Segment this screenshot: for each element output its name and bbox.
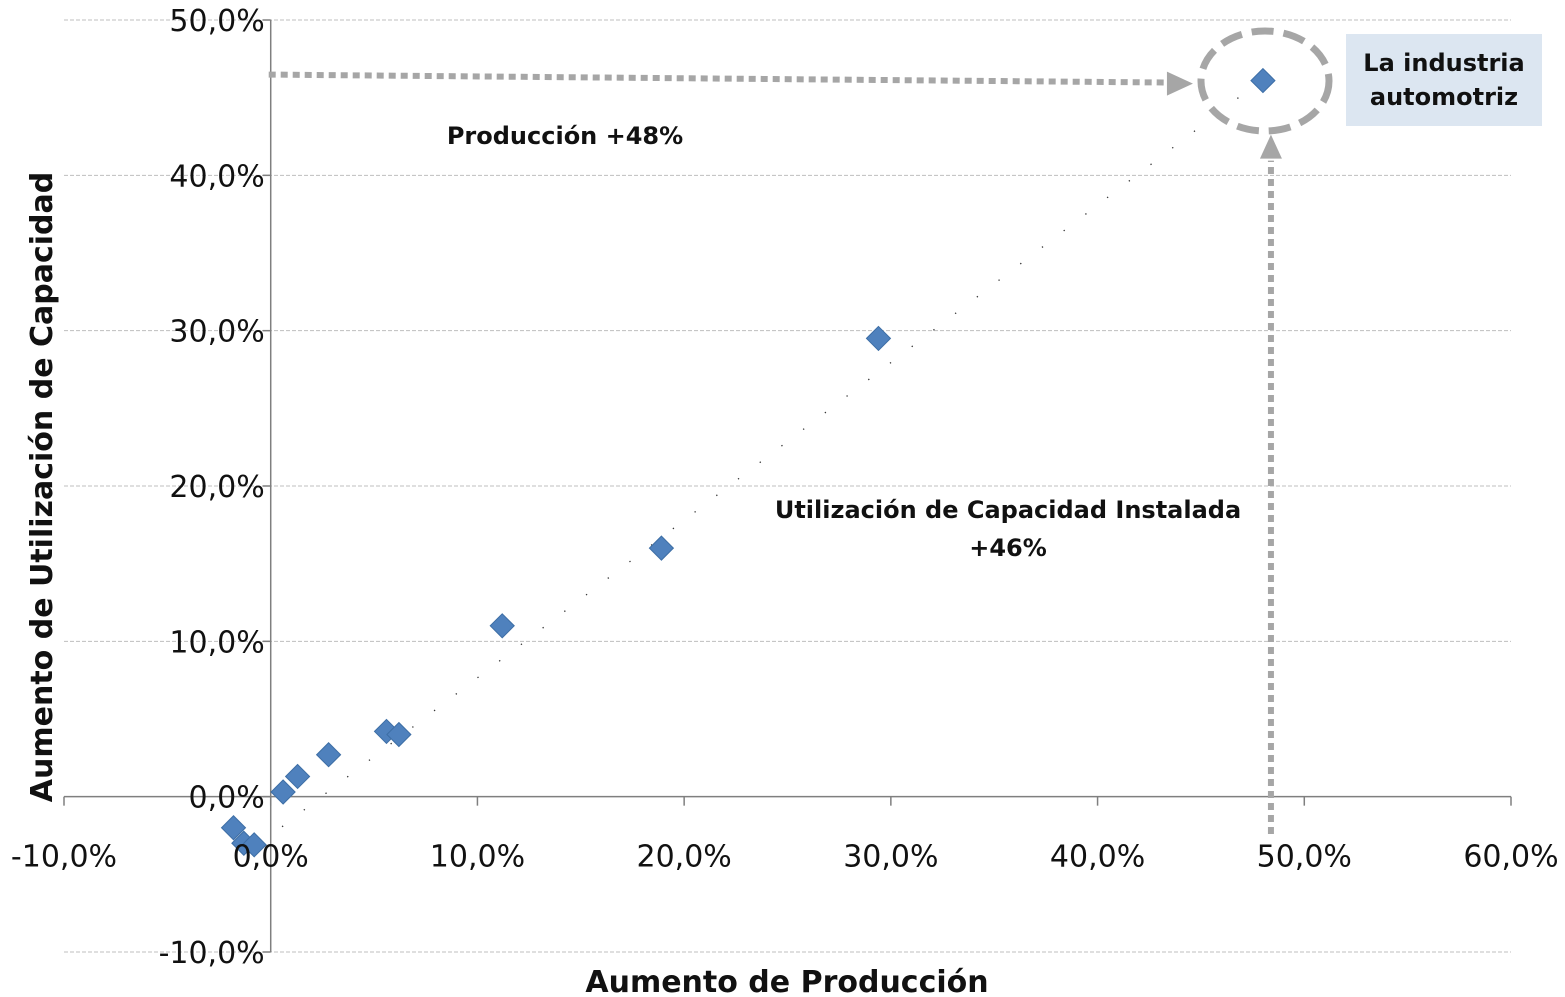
arrow-produccion-shaft bbox=[269, 75, 1173, 83]
data-point bbox=[649, 536, 673, 560]
data-point bbox=[271, 780, 295, 804]
data-points bbox=[222, 69, 1275, 857]
y-tick-label: 30,0% bbox=[169, 315, 264, 350]
data-point bbox=[1251, 69, 1275, 93]
data-point bbox=[286, 764, 310, 788]
annotation-utilizacion-line2: +46% bbox=[969, 534, 1047, 562]
y-tick-label: 50,0% bbox=[169, 4, 264, 39]
y-tick-label: 0,0% bbox=[188, 781, 264, 816]
y-tick-label: 40,0% bbox=[169, 159, 264, 194]
x-tick-label: 30,0% bbox=[843, 840, 938, 875]
x-tick-label: 10,0% bbox=[430, 840, 525, 875]
data-point bbox=[866, 326, 890, 350]
x-tick-label: -10,0% bbox=[11, 840, 117, 875]
x-tick-label: 60,0% bbox=[1463, 840, 1558, 875]
annotation-produccion: Producción +48% bbox=[447, 122, 683, 150]
callout-line1: La industria bbox=[1363, 46, 1524, 80]
callout-line2: automotriz bbox=[1370, 80, 1518, 114]
y-tick-label: -10,0% bbox=[159, 936, 265, 971]
trendline bbox=[260, 82, 1258, 843]
trendline bbox=[260, 82, 1258, 843]
data-point bbox=[317, 743, 341, 767]
y-tick-label: 10,0% bbox=[169, 625, 264, 660]
arrow-produccion-head bbox=[1167, 72, 1193, 96]
x-tick-label: 0,0% bbox=[233, 840, 309, 875]
callout-box: La industria automotriz bbox=[1346, 34, 1542, 126]
x-tick-label: 40,0% bbox=[1050, 840, 1145, 875]
annotation-arrows bbox=[269, 72, 1282, 834]
annotation-utilizacion-line1: Utilización de Capacidad Instalada bbox=[775, 496, 1241, 524]
arrow-utilizacion-head bbox=[1260, 135, 1282, 159]
x-axis-title: Aumento de Producción bbox=[585, 965, 988, 997]
y-tick-label: 20,0% bbox=[169, 470, 264, 505]
gridlines bbox=[64, 20, 1511, 952]
y-axis-title: Aumento de Utilización de Capacidad bbox=[25, 172, 60, 802]
data-point bbox=[490, 614, 514, 638]
x-tick-label: 50,0% bbox=[1257, 840, 1352, 875]
x-tick-label: 20,0% bbox=[636, 840, 731, 875]
